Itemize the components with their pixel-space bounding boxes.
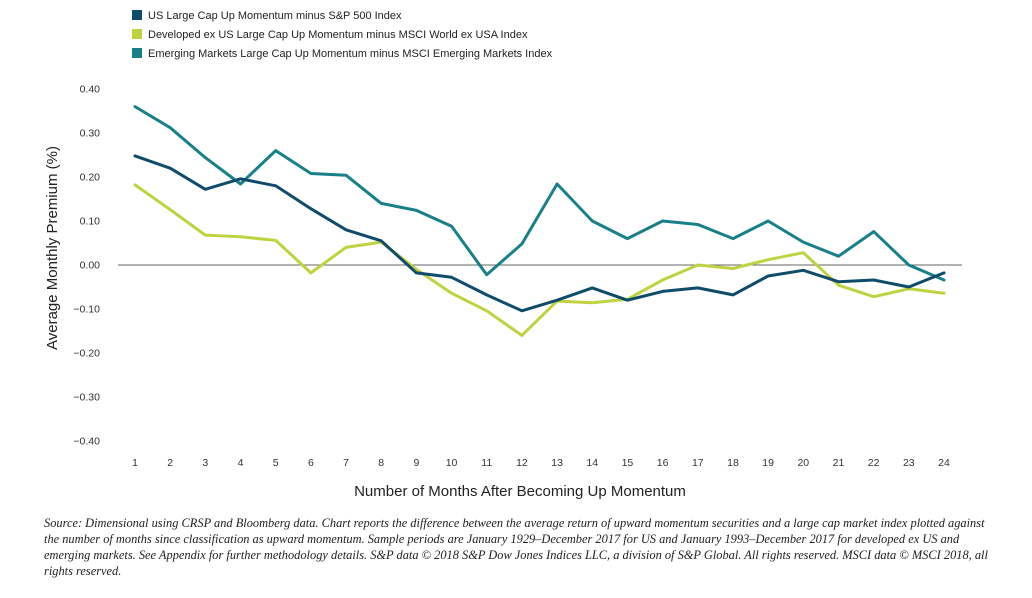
legend-label-1: US Large Cap Up Momentum minus S&P 500 I… [148,10,402,22]
x-tick-label: 22 [868,457,880,469]
y-tick-label: 0.10 [80,216,101,228]
x-tick-label: 16 [657,457,669,469]
x-tick-label: 23 [903,457,915,469]
legend-swatch-2 [132,29,142,39]
series-line-1 [133,154,946,313]
x-tick-label: 4 [238,457,244,469]
x-axis-title: Number of Months After Becoming Up Momen… [354,483,686,500]
series-line-2 [133,183,946,337]
x-tick-label: 17 [692,457,704,469]
y-axis-ticks: 0.40 0.30 0.20 0.10 0.00 −0.10 −0.20 −0.30 −0.40 [73,84,100,448]
y-axis-title: Average Monthly Premium (%) [44,146,61,350]
x-axis-ticks: 1 2 3 4 5 6 7 8 9 10 11 12 13 14 15 16 17 18 19 20 21 22 23 24 [132,457,950,469]
x-tick-label: 24 [938,457,950,469]
y-tick-label: −0.10 [73,304,100,316]
legend-swatch-1 [132,10,142,20]
x-tick-label: 8 [378,457,384,469]
y-tick-label: −0.20 [73,348,100,360]
x-tick-label: 10 [446,457,458,469]
x-tick-label: 21 [833,457,845,469]
x-tick-label: 12 [516,457,528,469]
legend: US Large Cap Up Momentum minus S&P 500 I… [132,10,553,60]
y-tick-label: 0.40 [80,84,101,96]
x-tick-label: 14 [586,457,598,469]
x-tick-label: 9 [413,457,419,469]
legend-swatch-3 [132,48,142,58]
y-tick-label: 0.00 [80,260,101,272]
x-tick-label: 7 [343,457,349,469]
source-note: Source: Dimensional using CRSP and Bloom… [44,516,988,578]
y-tick-label: 0.20 [80,172,101,184]
legend-label-3: Emerging Markets Large Cap Up Momentum m… [148,48,553,60]
x-tick-label: 1 [132,457,138,469]
line-chart: US Large Cap Up Momentum minus S&P 500 I… [44,10,962,500]
x-tick-label: 18 [727,457,739,469]
series-line-3 [133,105,946,282]
x-tick-label: 2 [167,457,173,469]
x-tick-label: 6 [308,457,314,469]
x-tick-label: 5 [273,457,279,469]
x-tick-label: 20 [797,457,809,469]
x-tick-label: 3 [202,457,208,469]
chart-container: US Large Cap Up Momentum minus S&P 500 I… [44,10,962,500]
y-tick-label: −0.30 [73,392,100,404]
y-tick-label: 0.30 [80,128,101,140]
series-lines [133,105,946,337]
x-tick-label: 13 [551,457,563,469]
x-tick-label: 15 [622,457,634,469]
y-tick-label: −0.40 [73,436,100,448]
x-tick-label: 19 [762,457,774,469]
legend-label-2: Developed ex US Large Cap Up Momentum mi… [148,29,528,41]
x-tick-label: 11 [481,457,492,469]
